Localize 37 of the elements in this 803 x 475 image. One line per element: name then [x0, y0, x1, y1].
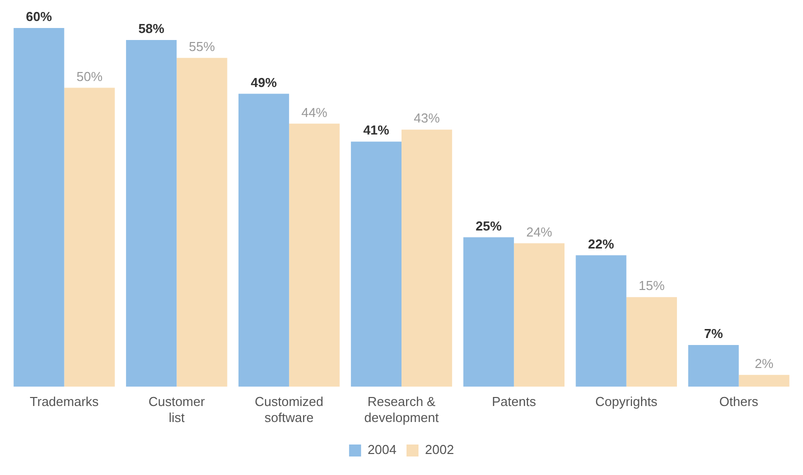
legend-label: 2004 [368, 442, 396, 458]
data-label: 44% [301, 104, 328, 120]
data-label: 25% [476, 218, 502, 234]
bar [463, 237, 514, 387]
data-label: 2% [754, 356, 774, 371]
data-label: 50% [76, 68, 103, 84]
x-tick-label: Patents [492, 394, 536, 410]
bar [289, 124, 340, 387]
bar [402, 130, 452, 387]
data-label: 60% [26, 9, 52, 24]
data-label: 41% [363, 122, 390, 138]
bar [576, 255, 626, 387]
data-label: 58% [138, 21, 165, 36]
bar [738, 374, 790, 387]
bar [14, 28, 64, 387]
data-label: 7% [704, 326, 724, 342]
x-tick-label: Copyrights [595, 394, 658, 410]
x-tick-label: Trademarks [30, 394, 100, 410]
data-label: 43% [414, 110, 440, 126]
data-label: 22% [588, 236, 615, 252]
bar [64, 88, 115, 387]
x-tick-label: Others [719, 394, 759, 410]
legend-label: 2002 [425, 442, 454, 458]
bar [514, 243, 565, 387]
data-label: 24% [526, 224, 553, 240]
x-tick-label: Customized software [254, 394, 324, 425]
x-tick-label: Research & development [364, 394, 440, 425]
x-tick-label: Customer list [148, 394, 206, 425]
bar [176, 58, 228, 387]
bar [238, 94, 290, 387]
bar [350, 142, 402, 387]
data-label: 49% [250, 74, 278, 90]
bar [126, 40, 177, 387]
data-label: 55% [188, 38, 216, 54]
bar [688, 344, 739, 387]
data-label: 15% [638, 278, 666, 294]
bar [626, 297, 677, 387]
